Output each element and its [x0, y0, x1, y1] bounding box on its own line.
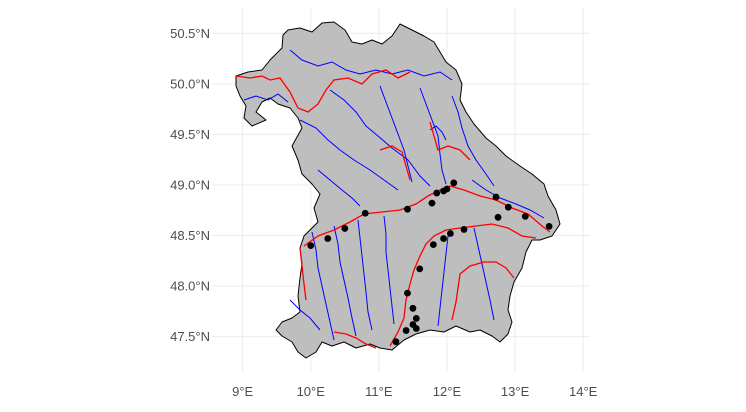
- river-inn: [451, 261, 515, 321]
- y-tick-label: 48.5°N: [170, 228, 210, 243]
- station-point: [404, 205, 411, 213]
- river-naab: [379, 145, 411, 181]
- x-tick-label: 11°E: [365, 384, 393, 399]
- river: [437, 235, 449, 327]
- station-point: [492, 193, 500, 201]
- station-point: [361, 209, 369, 217]
- river-isar: [389, 223, 537, 347]
- river: [383, 215, 395, 325]
- x-axis-labels: 9°E 10°E 11°E 12°E 13°E 14°E: [232, 384, 598, 399]
- station-point: [409, 304, 417, 312]
- station-point: [460, 226, 468, 233]
- y-tick-label: 47.5°N: [170, 329, 210, 344]
- y-axis-labels: 47.5°N 48.0°N 48.5°N 49.0°N 49.5°N 50.0°N 50.5…: [170, 26, 210, 344]
- river: [289, 299, 321, 331]
- measurement-stations: [307, 179, 553, 346]
- station-point: [429, 241, 437, 249]
- river: [289, 49, 453, 81]
- x-tick-label: 12°E: [433, 384, 462, 399]
- station-point: [545, 223, 553, 230]
- x-tick-label: 9°E: [232, 384, 253, 399]
- station-point: [412, 315, 420, 322]
- river: [357, 219, 373, 331]
- river-network: [243, 49, 545, 341]
- river: [473, 227, 495, 321]
- station-point: [307, 242, 315, 250]
- y-tick-label: 50.0°N: [170, 76, 210, 91]
- river: [329, 89, 431, 187]
- river-lech: [333, 331, 377, 349]
- y-tick-label: 49.0°N: [170, 177, 210, 192]
- river: [299, 119, 399, 191]
- station-point: [504, 203, 512, 211]
- river: [379, 85, 413, 183]
- station-point: [416, 265, 424, 273]
- station-point: [450, 179, 458, 187]
- station-point: [392, 338, 400, 346]
- river: [333, 225, 357, 337]
- river: [451, 95, 495, 187]
- river: [429, 125, 447, 141]
- x-tick-label: 10°E: [297, 384, 326, 399]
- river: [419, 87, 447, 185]
- river: [311, 231, 335, 341]
- station-point: [341, 225, 349, 232]
- station-point: [412, 325, 420, 332]
- station-point: [404, 289, 411, 297]
- station-point: [494, 213, 502, 221]
- river-iller: [299, 247, 307, 301]
- station-point: [443, 185, 451, 193]
- x-tick-label: 14°E: [569, 384, 598, 399]
- x-tick-label: 13°E: [501, 384, 530, 399]
- river: [243, 93, 289, 103]
- station-point: [402, 327, 410, 334]
- y-tick-label: 50.5°N: [170, 26, 210, 41]
- y-tick-label: 48.0°N: [170, 279, 210, 294]
- river: [471, 179, 545, 219]
- river-regen: [429, 121, 471, 161]
- y-tick-label: 49.5°N: [170, 127, 210, 142]
- river: [317, 169, 361, 207]
- station-point: [446, 230, 454, 237]
- river-main: [235, 69, 411, 113]
- station-point: [433, 189, 441, 197]
- station-point: [324, 235, 332, 242]
- station-point: [521, 212, 529, 220]
- station-point: [440, 235, 447, 242]
- station-point: [428, 199, 436, 207]
